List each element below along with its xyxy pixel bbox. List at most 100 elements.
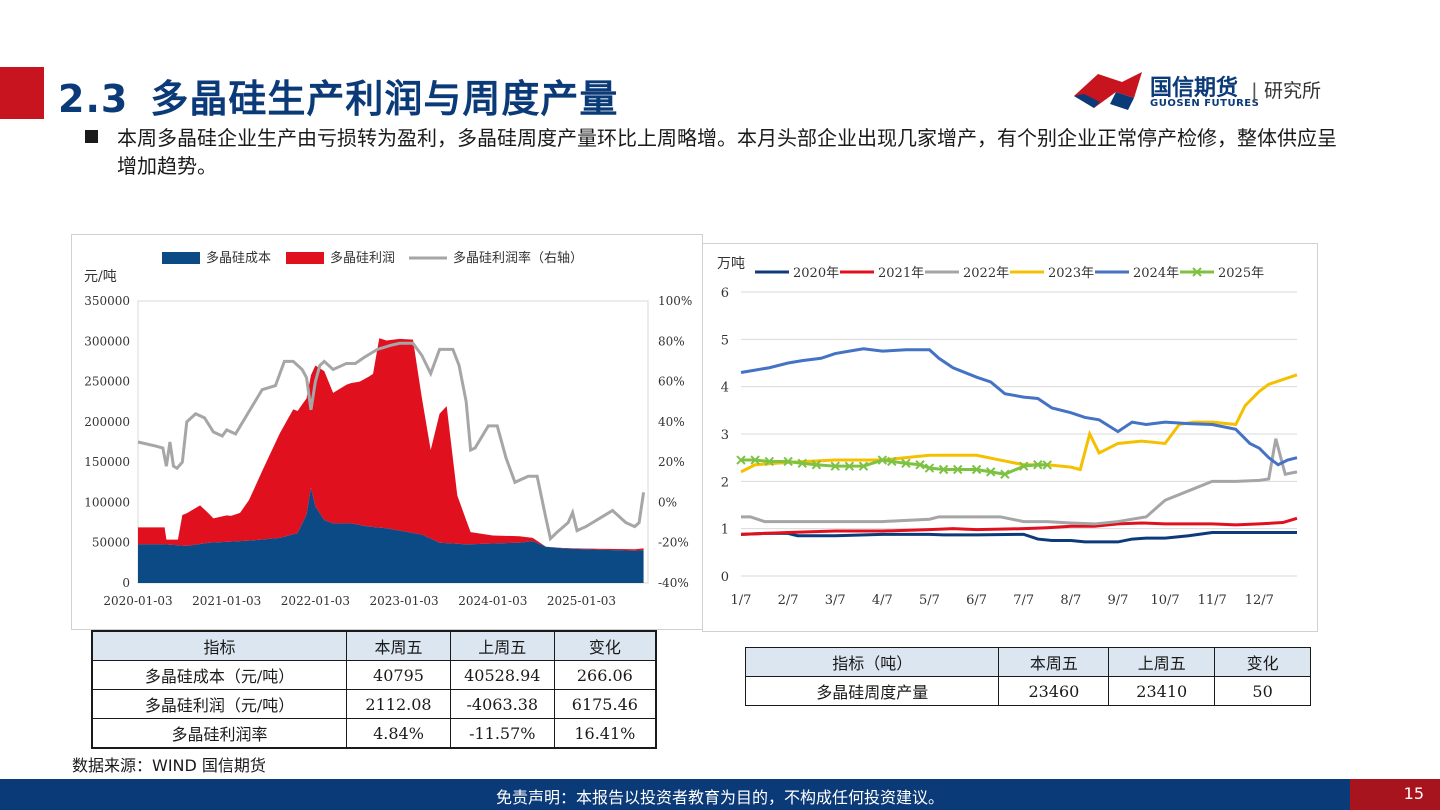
y-tick-label: 2 [721,475,729,490]
table-row: 多晶硅利润率 4.84% -11.57% 16.41% [91,718,657,749]
x-tick-label: 2022-01-03 [281,594,350,608]
table-cell: 266.06 [553,660,657,690]
series-line [740,347,1298,467]
series-marker [1000,469,1010,479]
y2-tick-label: 20% [658,455,685,469]
legend-label: 2021年 [878,266,924,281]
logo-separator: | [1251,79,1258,103]
y-tick-label: 250000 [84,375,130,389]
y-tick-label: 50000 [92,536,130,550]
page-title: 2.3 多晶硅生产利润与周度产量 [58,68,618,123]
title-accent-bar [0,67,44,119]
series-marker [938,464,949,475]
series-marker [953,464,963,475]
series-marker [1033,460,1043,470]
table-cell: -11.57% [449,718,555,749]
data-source-note: 数据来源：WIND 国信期货 [72,756,266,775]
table-cell: 50 [1214,676,1311,706]
table-cell: 多晶硅成本（元/吨） [91,660,348,690]
footer-bar [0,779,1440,810]
section-number: 2.3 [58,77,129,121]
series-marker [901,458,911,469]
x-tick-label: 11/7 [1198,593,1227,608]
y2-tick-label: 40% [658,415,685,429]
y2-tick-label: -20% [658,536,689,550]
logo-mark-icon [1074,72,1142,108]
output-table-header: 本周五 [998,647,1110,677]
y2-tick-label: 100% [658,294,692,308]
x-tick-label: 2/7 [778,593,799,608]
x-tick-label: 2021-01-03 [192,594,261,608]
series-marker [783,456,793,467]
series-marker [877,455,888,465]
table-cell: 2112.08 [346,689,451,719]
series-marker [858,461,869,471]
profit-area [138,338,644,551]
weekly-output-chart: 0 1 2 3 4 5 6 1/7 2/7 3/7 4/7 5/7 6/7 7/7 8/7 9/7 10/7 11… [717,256,1298,608]
profit-table-header: 指标 [91,630,348,661]
series-marker [1042,460,1052,470]
table-cell: 多晶硅利润率 [91,718,348,749]
profit-table-header: 上周五 [449,630,555,661]
series-marker [764,456,774,467]
series-marker [915,460,925,470]
x-tick-label: 2024-01-03 [458,594,527,608]
profit-table-header: 变化 [553,630,657,661]
company-logo [1074,72,1142,110]
x-tick-label: 3/7 [825,593,846,608]
legend-label: 2022年 [963,266,1009,281]
department-label: 研究所 [1264,80,1322,102]
legend-label: 2020年 [793,266,839,281]
x-tick-label: 6/7 [966,593,987,608]
table-cell: 23410 [1108,676,1216,706]
series-marker [986,467,996,477]
series-marker [924,463,935,473]
series-line [741,438,1298,526]
x-tick-label: 2023-01-03 [369,594,438,608]
y-tick-label: 150000 [84,455,130,469]
table-cell: 多晶硅利润（元/吨） [91,689,348,719]
y-axis-label: 元/吨 [84,269,117,285]
weekly-output-chart-panel: 0 1 2 3 4 5 6 1/7 2/7 3/7 4/7 5/7 6/7 7/7 8/7 9/7 10/7 11… [702,243,1318,632]
series-marker [830,461,840,471]
legend-swatch [162,252,200,264]
y-tick-label: 0 [721,570,729,585]
legend-label: 2023年 [1048,266,1094,281]
y-tick-label: 300000 [84,334,130,348]
series-marker [887,456,897,467]
bullet-square-icon [85,130,98,143]
table-cell: -4063.38 [449,689,555,719]
output-table-header: 变化 [1214,647,1311,677]
output-table-header: 指标（吨） [744,647,1000,677]
legend-label: 多晶硅利润 [330,250,395,266]
y-axis-label: 万吨 [717,256,745,272]
output-table-header: 上周五 [1108,647,1216,677]
table-row: 多晶硅周度产量 23460 23410 50 [744,676,1311,706]
y2-tick-label: 80% [658,334,685,348]
table-cell: 6175.46 [553,689,657,719]
legend-swatch [286,252,324,264]
y-tick-label: 4 [721,381,729,396]
x-tick-label: 5/7 [919,593,940,608]
y-tick-label: 3 [721,428,729,443]
profit-table-header: 本周五 [346,630,451,661]
table-cell: 多晶硅周度产量 [744,676,1000,706]
series-marker [797,458,807,469]
x-tick-label: 7/7 [1013,593,1034,608]
series-marker [750,455,760,465]
y-tick-label: 1 [721,523,729,538]
y2-tick-label: 0% [658,495,677,509]
logo-name: 国信期货 [1150,76,1239,101]
y-tick-label: 350000 [84,294,130,308]
legend-label: 2024年 [1133,266,1179,281]
x-tick-label: 12/7 [1245,593,1274,608]
cost-area [138,487,644,583]
profit-table: 指标 本周五 上周五 变化 多晶硅成本（元/吨） 40795 40528.94 … [91,630,657,749]
x-tick-label: 9/7 [1107,593,1128,608]
series-line [740,516,1298,536]
table-cell: 40795 [346,660,451,690]
x-tick-label: 4/7 [872,593,893,608]
summary-bullet: 本周多晶硅企业生产由亏损转为盈利，多晶硅周度产量环比上周略增。本月头部企业出现几… [85,124,1355,180]
x-tick-label: 8/7 [1060,593,1081,608]
x-tick-label: 2020-01-03 [103,594,172,608]
